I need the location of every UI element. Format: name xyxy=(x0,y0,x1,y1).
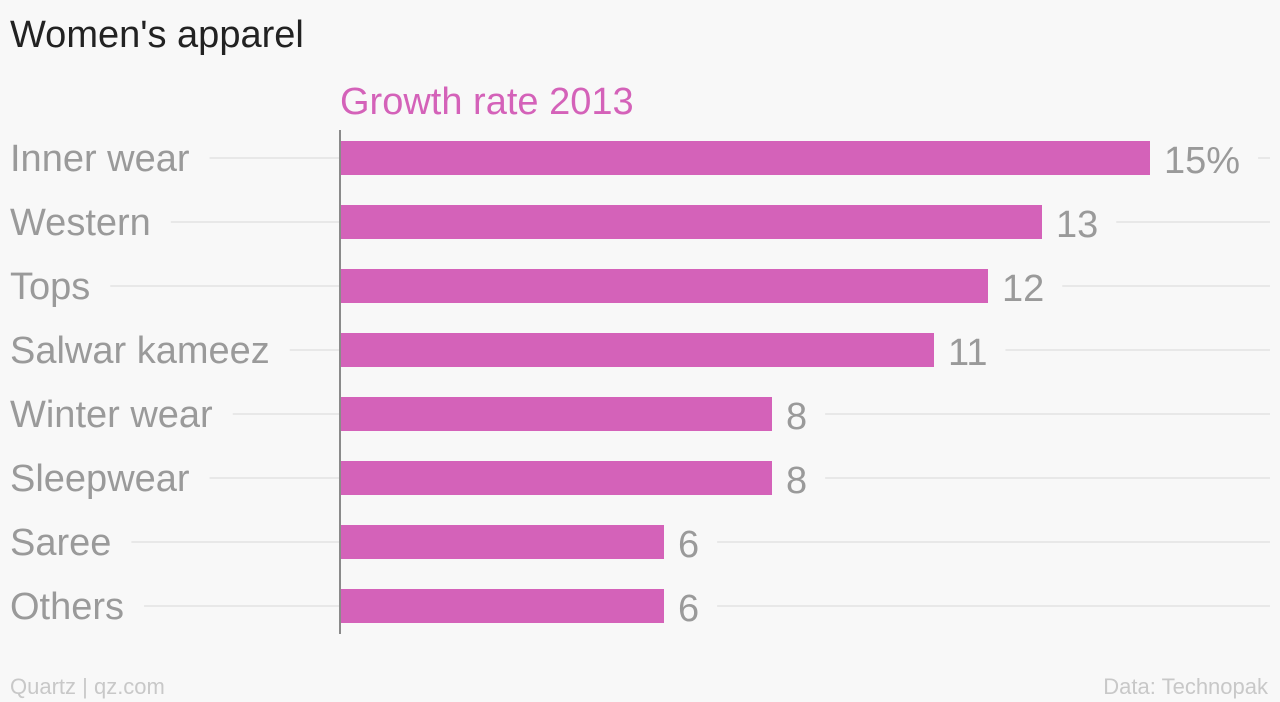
data-source: Data: Technopak xyxy=(1103,674,1268,699)
bar xyxy=(340,269,988,303)
value-label: 8 xyxy=(786,460,807,502)
category-label: Salwar kameez xyxy=(10,330,270,372)
value-label: 13 xyxy=(1056,204,1098,246)
value-label: 15% xyxy=(1164,140,1240,182)
bar xyxy=(340,525,664,559)
value-label: 12 xyxy=(1002,268,1044,310)
bars xyxy=(340,141,1150,623)
gridlines xyxy=(110,157,1270,607)
value-label: 11 xyxy=(948,332,987,374)
chart-title: Women's apparel xyxy=(10,14,304,56)
series-label: Growth rate 2013 xyxy=(340,81,634,123)
category-label: Western xyxy=(10,202,151,244)
bar xyxy=(340,205,1042,239)
category-label: Others xyxy=(10,586,124,628)
source-credit: Quartz | qz.com xyxy=(10,674,165,699)
category-labels: Inner wear Western Tops Salwar kameez Winter… xyxy=(10,138,270,628)
category-label: Saree xyxy=(10,522,111,564)
category-label: Sleepwear xyxy=(10,458,190,500)
value-labels: 15% 13 12 11 8 8 6 6 xyxy=(678,140,1240,630)
category-label: Winter wear xyxy=(10,394,213,436)
category-label: Tops xyxy=(10,266,90,308)
bar xyxy=(340,333,934,367)
value-label: 6 xyxy=(678,588,699,630)
value-label: 6 xyxy=(678,524,699,566)
value-label: 8 xyxy=(786,396,807,438)
bar xyxy=(340,461,772,495)
bar xyxy=(340,589,664,623)
category-label: Inner wear xyxy=(10,138,190,180)
bar xyxy=(340,397,772,431)
bar xyxy=(340,141,1150,175)
